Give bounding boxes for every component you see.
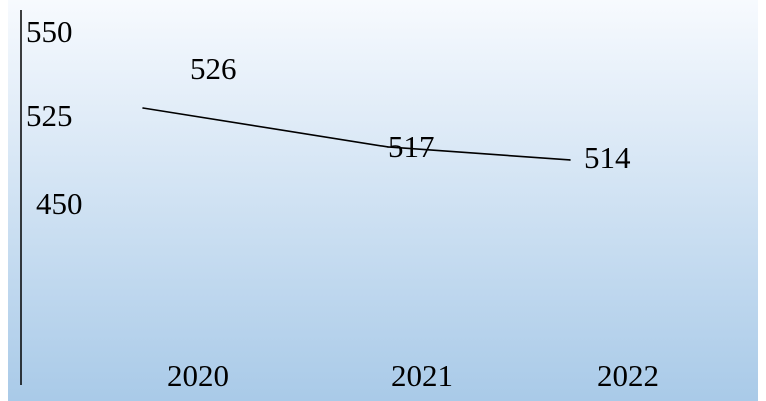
data-point-2022 [569, 159, 571, 161]
x-tick-label-2020: 2020 [167, 358, 229, 393]
chart-background [8, 0, 758, 401]
data-label-2022: 514 [584, 140, 631, 175]
x-tick-label-2022: 2022 [597, 358, 659, 393]
y-tick-label-525: 525 [26, 98, 73, 133]
data-label-2021: 517 [388, 129, 435, 164]
y-tick-label-550: 550 [26, 14, 73, 49]
x-tick-label-2021: 2021 [391, 358, 453, 393]
y-tick-label-450: 450 [36, 186, 83, 221]
data-point-2020 [142, 107, 144, 109]
data-label-2020: 526 [190, 51, 237, 86]
